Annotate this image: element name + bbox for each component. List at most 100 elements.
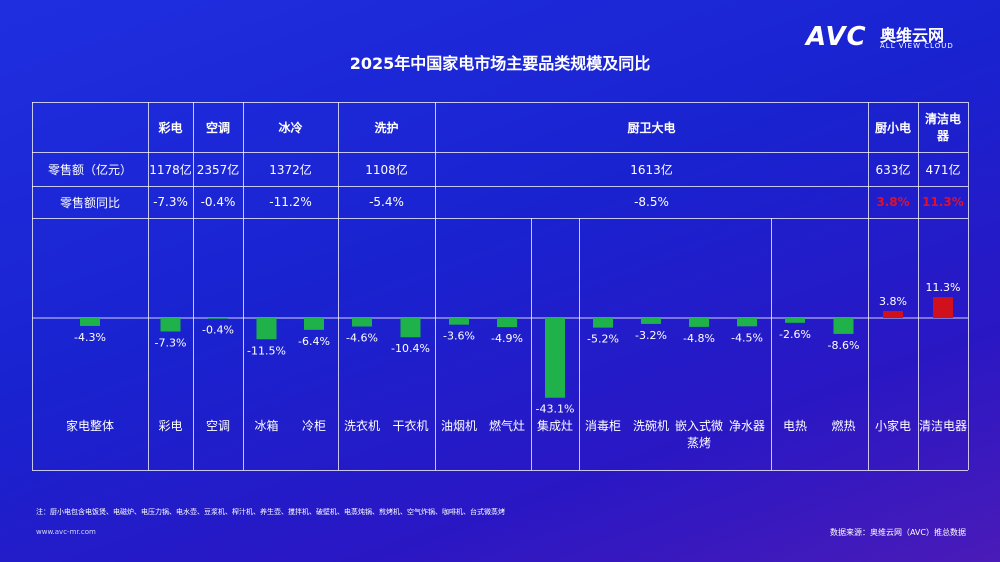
bar xyxy=(933,297,953,318)
value-label: -0.4% xyxy=(202,324,234,337)
table-rule xyxy=(918,102,919,470)
table-rule xyxy=(32,470,968,471)
table-cell: 471亿 xyxy=(925,162,961,177)
table-cell: 1108亿 xyxy=(365,162,408,177)
table-rule xyxy=(32,102,33,470)
bar xyxy=(80,318,100,326)
table-rule xyxy=(148,102,149,470)
header-cell: 清洁电器 xyxy=(924,112,961,143)
bar xyxy=(160,318,181,332)
x-tick-label: 冰箱 xyxy=(254,419,279,433)
table-cell: 2357亿 xyxy=(196,162,240,177)
x-tick-label: 集成灶 xyxy=(536,419,573,433)
header-cell: 空调 xyxy=(205,120,230,135)
x-tick-label: 冷柜 xyxy=(301,419,326,433)
bar xyxy=(497,318,517,328)
table-cell: 1178亿 xyxy=(149,162,192,177)
bar xyxy=(449,318,469,325)
table-rule xyxy=(32,218,968,219)
x-tick-label: 小家电 xyxy=(874,419,911,433)
table-cell: 零售额（亿元） xyxy=(47,162,132,177)
table-cell: -7.3% xyxy=(153,195,188,209)
table-rule xyxy=(32,102,968,103)
logo-mark: AVC xyxy=(806,22,867,52)
table-cell: 零售额同比 xyxy=(59,195,120,210)
logo-name: 奥维云网 xyxy=(880,26,945,45)
value-label: -11.5% xyxy=(247,344,286,357)
url: www.avc-mr.com xyxy=(36,528,96,536)
bar xyxy=(352,318,372,327)
bar xyxy=(400,318,421,338)
table-rule xyxy=(338,102,339,470)
x-tick-label: 消毒柜 xyxy=(584,419,621,433)
value-label: -43.1% xyxy=(536,403,575,416)
value-label: 11.3% xyxy=(926,281,961,294)
x-tick-label: 燃热 xyxy=(831,419,856,433)
header-cell: 冰冷 xyxy=(278,120,303,135)
bar xyxy=(208,318,228,319)
table-rule xyxy=(32,186,968,187)
table-rule xyxy=(435,102,436,470)
value-label: 3.8% xyxy=(879,295,907,308)
table-cell: 3.8% xyxy=(876,195,910,209)
value-label: -3.2% xyxy=(635,329,667,342)
x-tick-label: 洗碗机 xyxy=(632,419,669,433)
table-rule xyxy=(32,152,968,153)
bar xyxy=(304,318,324,330)
x-tick-label: 油烟机 xyxy=(440,419,477,433)
value-label: -4.9% xyxy=(491,332,523,345)
table-rule xyxy=(579,218,580,470)
x-tick-label: 电热 xyxy=(782,419,807,433)
x-tick-label: 空调 xyxy=(205,419,230,433)
table-cell: 1613亿 xyxy=(630,162,673,177)
bar xyxy=(833,318,854,334)
bar xyxy=(737,318,757,327)
x-tick-label: 彩电 xyxy=(158,419,183,433)
bar xyxy=(689,318,709,327)
header-cell: 厨小电 xyxy=(874,120,911,135)
table-cell: 11.3% xyxy=(922,195,964,209)
table-cell: -5.4% xyxy=(369,195,404,209)
bar xyxy=(641,318,661,324)
value-label: -7.3% xyxy=(155,337,187,350)
value-label: -8.6% xyxy=(828,339,860,352)
table-cell: -8.5% xyxy=(634,195,669,209)
table-rule xyxy=(193,102,194,470)
table-rule xyxy=(531,218,532,470)
header-cell: 洗护 xyxy=(374,120,399,135)
footnote: 注：厨小电包含电饭煲、电磁炉、电压力锅、电水壶、豆浆机、榨汁机、养生壶、搅拌机、… xyxy=(36,508,505,516)
table-rule xyxy=(771,218,772,470)
bar xyxy=(883,310,903,318)
x-tick-label: 干衣机 xyxy=(392,419,429,433)
value-label: -2.6% xyxy=(779,328,811,341)
x-tick-label: 清洁电器 xyxy=(919,419,968,433)
table-cell: -11.2% xyxy=(269,195,312,209)
value-label: -4.8% xyxy=(683,332,715,345)
x-tick-label: 净水器 xyxy=(728,419,765,433)
x-tick-label: 嵌入式微蒸烤 xyxy=(675,419,724,450)
table-rule xyxy=(868,102,869,470)
value-label: -4.5% xyxy=(731,331,763,344)
value-label: -4.6% xyxy=(346,332,378,345)
value-label: -10.4% xyxy=(391,342,430,355)
bar xyxy=(593,318,613,328)
header-cell: 彩电 xyxy=(158,120,183,135)
x-tick-label: 燃气灶 xyxy=(488,419,525,433)
value-label: -6.4% xyxy=(298,335,330,348)
table-rule xyxy=(968,102,969,470)
table-rule xyxy=(243,102,244,470)
table-cell: 633亿 xyxy=(875,162,911,177)
table-cell: 1372亿 xyxy=(269,162,312,177)
bar xyxy=(545,318,565,398)
table-cell: -0.4% xyxy=(200,195,236,209)
logo-tagline: ALL VIEW CLOUD xyxy=(880,42,954,50)
x-tick-label: 家电整体 xyxy=(65,419,114,433)
header-cell: 厨卫大电 xyxy=(627,120,676,135)
value-label: -4.3% xyxy=(74,331,106,344)
bar xyxy=(256,318,277,340)
value-label: -5.2% xyxy=(587,333,619,346)
chart-title: 2025年中国家电市场主要品类规模及同比 xyxy=(349,54,651,73)
x-tick-label: 洗衣机 xyxy=(343,419,380,433)
